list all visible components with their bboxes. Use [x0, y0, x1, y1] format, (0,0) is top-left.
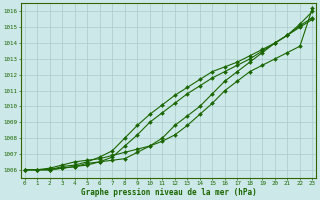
X-axis label: Graphe pression niveau de la mer (hPa): Graphe pression niveau de la mer (hPa) [81, 188, 256, 197]
